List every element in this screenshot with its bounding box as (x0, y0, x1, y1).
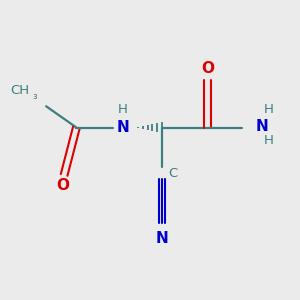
Text: N: N (156, 231, 169, 246)
Text: N: N (256, 119, 268, 134)
Text: H: H (264, 134, 274, 147)
Text: H: H (118, 103, 128, 116)
Text: O: O (201, 61, 214, 76)
Text: CH: CH (10, 84, 29, 97)
Text: C: C (168, 167, 177, 180)
Text: H: H (264, 103, 274, 116)
Text: O: O (56, 178, 69, 193)
Text: ₃: ₃ (32, 91, 37, 100)
Text: N: N (117, 120, 129, 135)
